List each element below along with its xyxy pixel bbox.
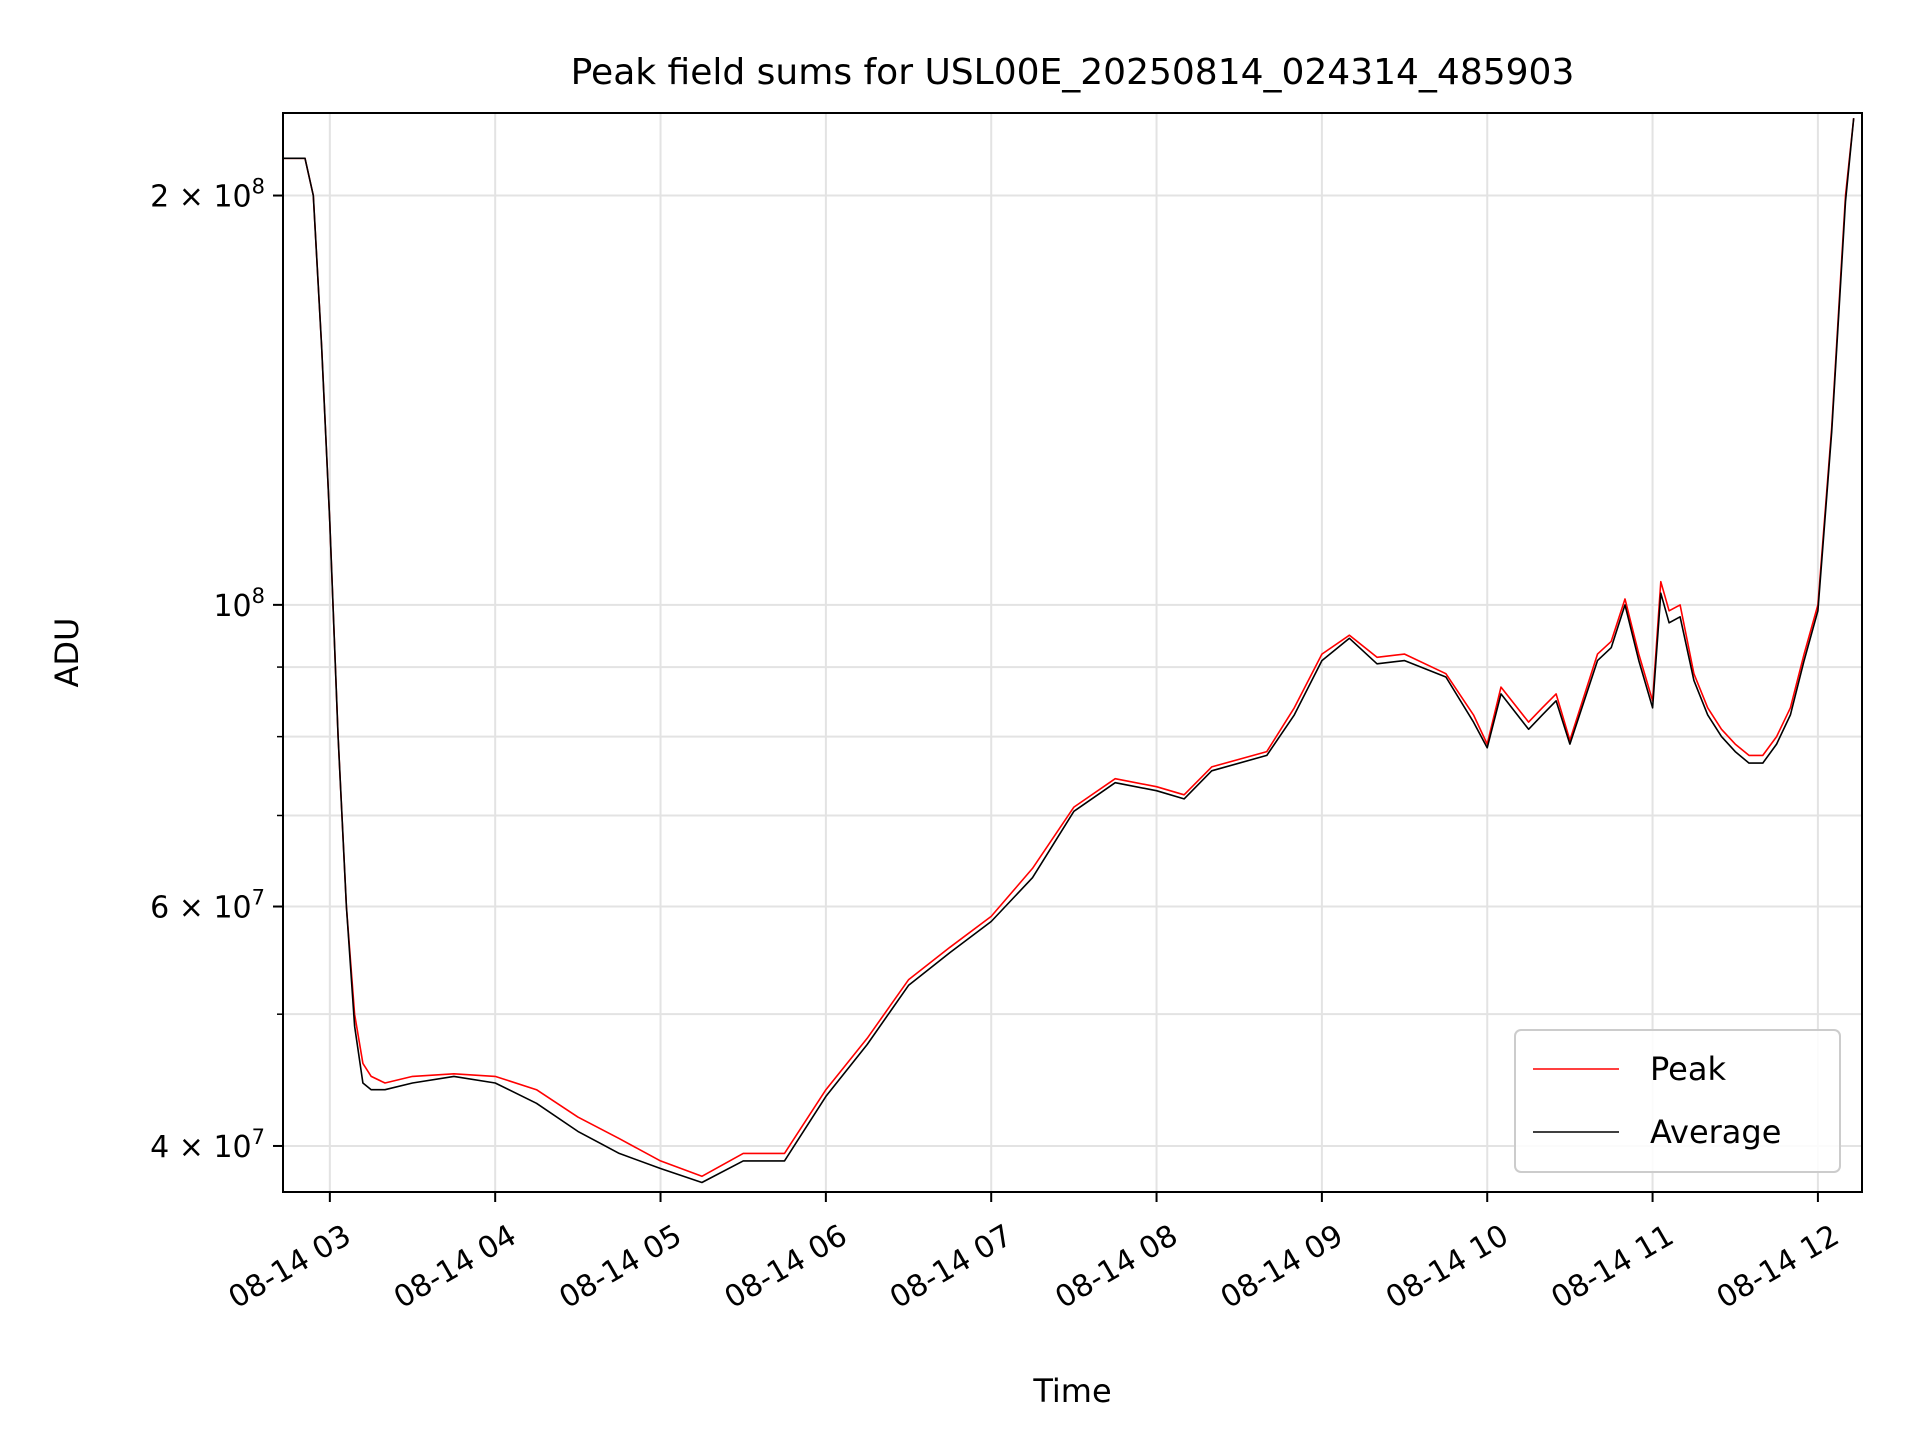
x-axis-title: Time [1032,1372,1111,1410]
plot-frame [282,112,1863,1193]
legend: Peak Average [1514,1029,1841,1173]
y-tick-exponent: 8 [252,584,265,608]
legend-label-average: Average [1650,1113,1781,1151]
y-tick-label: 2 × 108 [150,175,265,215]
y-axis-title: ADU [48,618,86,688]
series-line-peak [283,118,1855,1178]
legend-label-peak: Peak [1650,1050,1726,1088]
chart-title: Peak field sums for USL00E_20250814_0243… [571,52,1575,93]
y-tick-times: × 10 [169,180,251,215]
legend-box [1514,1029,1841,1173]
plot-series [283,118,1855,1184]
y-tick-exponent: 8 [252,175,265,199]
series-line-average [283,118,1855,1184]
y-tick-mantissa: 2 [150,180,169,215]
y-tick-times: × 10 [169,891,251,926]
y-tick-label: 4 × 107 [150,1125,265,1165]
grid [283,113,1862,1192]
y-tick-times: × 10 [169,1130,251,1165]
y-tick-exponent: 7 [252,1125,265,1149]
y-tick-mantissa: 6 [150,891,169,926]
y-tick-label: 108 [213,584,265,624]
y-tick-mantissa: 4 [150,1130,169,1165]
y-tick-base: 10 [213,589,251,624]
y-tick-exponent: 7 [252,886,265,910]
y-tick-label: 6 × 107 [150,886,265,926]
